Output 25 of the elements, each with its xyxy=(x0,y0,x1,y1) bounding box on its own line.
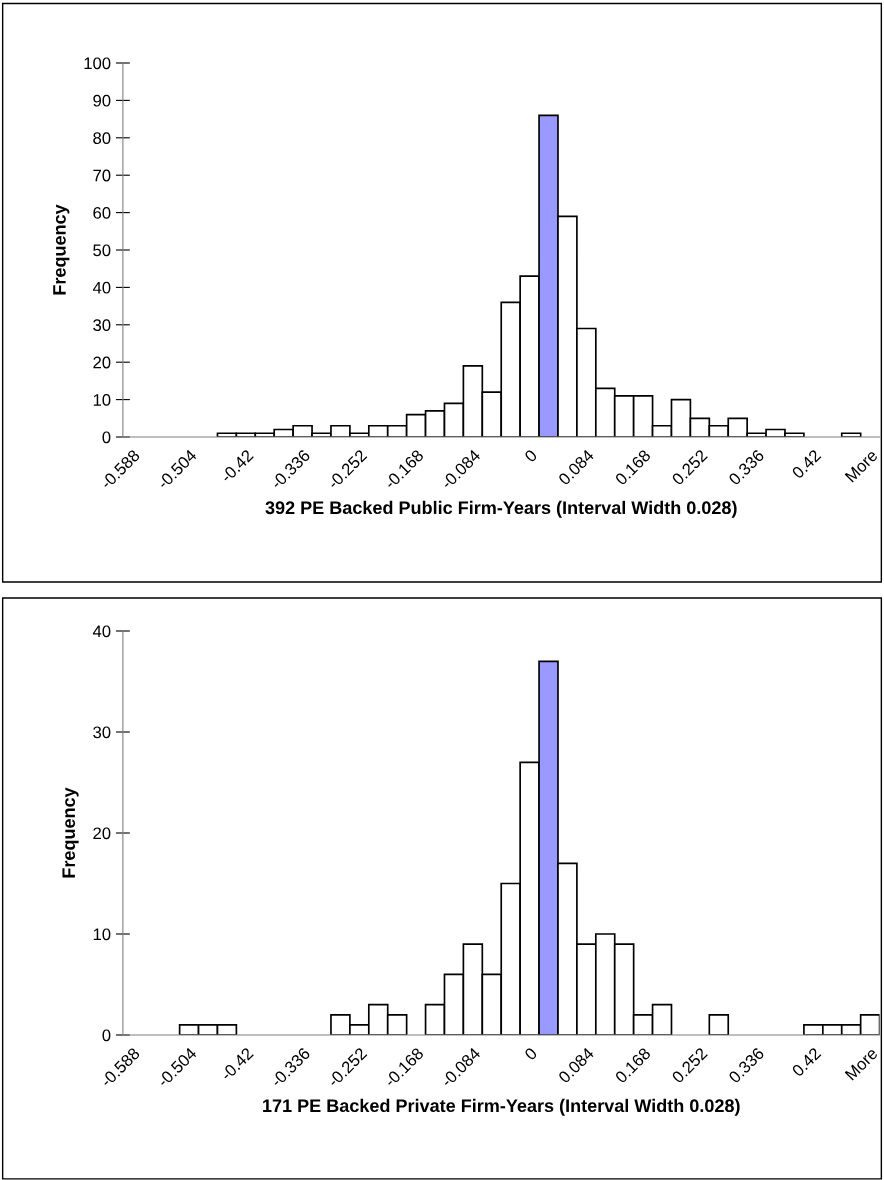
y-tick-label: 50 xyxy=(93,244,111,257)
x-tick-label: 0 xyxy=(523,1046,538,1061)
y-tick-label: 10 xyxy=(93,394,111,406)
x-tick-label: 0.42 xyxy=(791,449,822,480)
y-tick-label: 20 xyxy=(93,356,111,369)
y-tick-label: 70 xyxy=(93,169,111,182)
y-tick-label: 30 xyxy=(93,726,111,739)
y-tick-label: 0 xyxy=(102,431,111,444)
y-tick-label: 10 xyxy=(93,928,111,941)
y-tick-label: 40 xyxy=(92,281,111,294)
x-tick-label: 0.42 xyxy=(791,1047,822,1078)
x-axis-title: 392 PE Backed Public Firm-Years (Interval Width 0.028) xyxy=(265,500,737,518)
x-axis-title: 171 PE Backed Private Firm-Years (Interval Width 0.028) xyxy=(263,1098,740,1116)
x-tick-label: 0 xyxy=(523,448,538,463)
y-tick-label: 30 xyxy=(93,319,111,331)
y-tick-label: 90 xyxy=(93,94,111,107)
y-tick-label: 40 xyxy=(92,625,111,638)
y-tick-label: 20 xyxy=(93,827,111,840)
y-tick-label: 60 xyxy=(93,207,111,219)
y-axis-title: Frequency xyxy=(53,204,70,295)
y-tick-label: 80 xyxy=(93,132,111,144)
y-tick-label: 0 xyxy=(102,1029,111,1042)
bar xyxy=(708,1013,730,1035)
y-tick-label: 100 xyxy=(84,57,111,70)
y-axis-title: Frequency xyxy=(62,787,79,878)
